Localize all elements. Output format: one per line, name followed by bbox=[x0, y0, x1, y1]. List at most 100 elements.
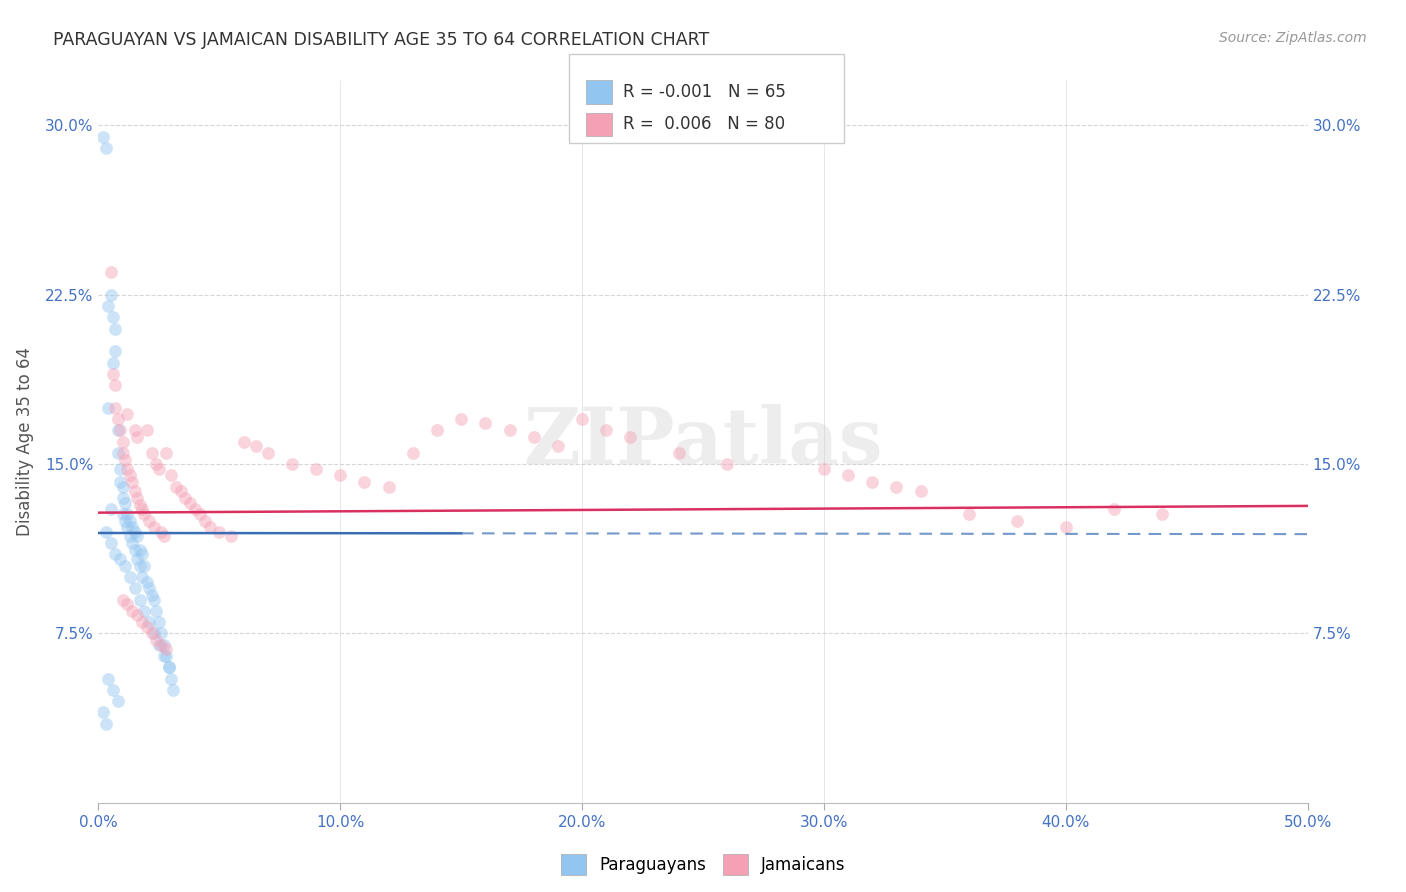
Point bbox=[134, 604, 156, 618]
Point bbox=[152, 638, 174, 652]
Point bbox=[128, 592, 150, 607]
Point bbox=[128, 558, 150, 573]
Point bbox=[107, 412, 129, 426]
Point bbox=[124, 524, 146, 539]
Point bbox=[256, 446, 278, 460]
Point bbox=[547, 439, 569, 453]
Point bbox=[910, 484, 932, 499]
Point bbox=[108, 423, 131, 437]
Point bbox=[145, 633, 167, 648]
Point bbox=[101, 682, 124, 697]
Point bbox=[208, 524, 231, 539]
Point bbox=[131, 570, 153, 584]
Point bbox=[143, 592, 166, 607]
Point bbox=[595, 423, 617, 437]
Point bbox=[1102, 502, 1125, 516]
Point bbox=[198, 520, 221, 534]
Point bbox=[108, 552, 131, 566]
Legend: Paraguayans, Jamaicans: Paraguayans, Jamaicans bbox=[554, 847, 852, 881]
Point bbox=[232, 434, 254, 449]
Point bbox=[150, 638, 173, 652]
Point bbox=[97, 401, 120, 415]
Point bbox=[127, 491, 149, 505]
Point bbox=[150, 524, 173, 539]
Point bbox=[104, 321, 127, 335]
Point bbox=[179, 495, 201, 509]
Point bbox=[100, 287, 122, 301]
Point bbox=[305, 461, 328, 475]
Point bbox=[886, 480, 908, 494]
Point bbox=[118, 570, 141, 584]
Point bbox=[160, 468, 183, 483]
Point bbox=[121, 475, 143, 490]
Point bbox=[157, 660, 180, 674]
Point bbox=[143, 520, 166, 534]
Point bbox=[124, 582, 146, 596]
Point bbox=[100, 536, 122, 550]
Point bbox=[377, 480, 399, 494]
Point bbox=[813, 461, 835, 475]
Point bbox=[402, 446, 425, 460]
Point bbox=[145, 457, 167, 471]
Point bbox=[474, 417, 496, 431]
Point bbox=[111, 592, 134, 607]
Point bbox=[426, 423, 449, 437]
Point bbox=[108, 461, 131, 475]
Point bbox=[127, 430, 149, 444]
Point bbox=[100, 265, 122, 279]
Point bbox=[117, 461, 139, 475]
Point bbox=[155, 648, 177, 663]
Point bbox=[145, 604, 167, 618]
Point bbox=[114, 452, 136, 467]
Point bbox=[127, 608, 149, 623]
Point bbox=[97, 672, 120, 686]
Point bbox=[128, 542, 150, 557]
Point bbox=[162, 682, 184, 697]
Point bbox=[668, 446, 690, 460]
Point bbox=[152, 529, 174, 543]
Point bbox=[165, 480, 187, 494]
Point bbox=[107, 423, 129, 437]
Point bbox=[111, 491, 134, 505]
Point bbox=[188, 507, 211, 521]
Point bbox=[150, 626, 173, 640]
Point bbox=[135, 574, 157, 589]
Point bbox=[94, 141, 117, 155]
Point bbox=[138, 514, 160, 528]
Point bbox=[148, 638, 170, 652]
Point bbox=[94, 716, 117, 731]
Point bbox=[148, 615, 170, 630]
Point bbox=[117, 597, 139, 611]
Point bbox=[1152, 507, 1174, 521]
Y-axis label: Disability Age 35 to 64: Disability Age 35 to 64 bbox=[15, 347, 34, 536]
Point bbox=[124, 484, 146, 499]
Point bbox=[114, 558, 136, 573]
Text: ZIPatlas: ZIPatlas bbox=[523, 403, 883, 480]
Point bbox=[111, 507, 134, 521]
Point bbox=[101, 367, 124, 381]
Point bbox=[134, 558, 156, 573]
Text: PARAGUAYAN VS JAMAICAN DISABILITY AGE 35 TO 64 CORRELATION CHART: PARAGUAYAN VS JAMAICAN DISABILITY AGE 35… bbox=[53, 31, 710, 49]
Point bbox=[498, 423, 520, 437]
Point bbox=[121, 604, 143, 618]
Point bbox=[152, 648, 174, 663]
Point bbox=[104, 378, 127, 392]
Point bbox=[131, 502, 153, 516]
Point bbox=[194, 514, 217, 528]
Point bbox=[143, 626, 166, 640]
Point bbox=[94, 524, 117, 539]
Point bbox=[571, 412, 593, 426]
Point bbox=[155, 642, 177, 657]
Point bbox=[107, 446, 129, 460]
Point bbox=[114, 495, 136, 509]
Point bbox=[245, 439, 267, 453]
Point bbox=[523, 430, 546, 444]
Point bbox=[221, 529, 243, 543]
Point bbox=[281, 457, 304, 471]
Point bbox=[97, 299, 120, 313]
Text: Source: ZipAtlas.com: Source: ZipAtlas.com bbox=[1219, 31, 1367, 45]
Point bbox=[134, 507, 156, 521]
Point bbox=[117, 520, 139, 534]
Point bbox=[619, 430, 641, 444]
Point bbox=[174, 491, 197, 505]
